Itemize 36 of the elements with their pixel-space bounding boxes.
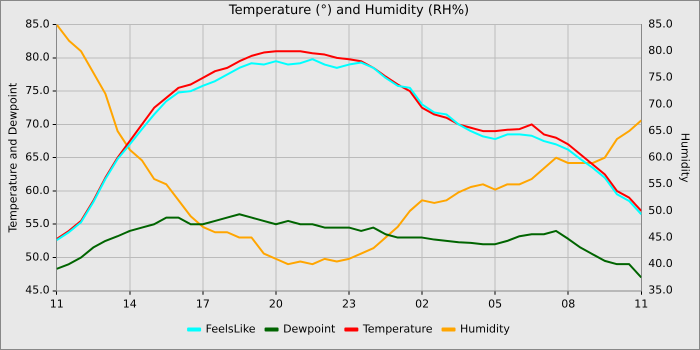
x-tick-label: 11 [50,297,64,310]
legend-label: Dewpoint [283,322,336,336]
y-tick-label: 65.0 [25,150,50,164]
y2-tick-label: 60.0 [648,150,673,164]
x-tick-label: 23 [342,297,356,310]
x-tick-label: 11 [634,297,648,310]
x-tick-label: 17 [196,297,210,310]
y2-tick-label: 50.0 [648,204,673,217]
y2-tick-label: 75.0 [648,70,673,84]
x-tick-label: 08 [561,297,576,310]
y-tick-label: 60.0 [25,184,50,197]
x-tick-label: 14 [122,297,137,310]
y2-tick-label: 40.0 [648,257,673,270]
y2-tick-label: 55.0 [648,177,673,190]
x-tick-label: 20 [268,297,283,310]
y-axis-title: Temperature and Dewpoint [6,82,20,234]
y-tick-label: 50.0 [25,250,50,264]
x-tick-label: 05 [488,297,502,310]
y2-tick-label: 65.0 [648,124,673,137]
y2-tick-label: 70.0 [648,97,673,110]
legend-label: Temperature [362,322,433,336]
y-tick-label: 80.0 [25,50,50,64]
y2-tick-label: 35.0 [648,284,673,297]
chart-title: Temperature (°) and Humidity (RH%) [228,3,470,18]
y2-tick-label: 85.0 [648,17,673,30]
y-tick-label: 55.0 [25,217,50,230]
y2-tick-label: 80.0 [648,44,673,58]
y2-axis-title: Humidity [678,132,692,184]
x-tick-label: 02 [415,297,430,310]
legend-label: Humidity [460,322,510,336]
y-tick-label: 45.0 [25,284,50,297]
y2-tick-label: 45.0 [648,230,673,244]
legend-label: FeelsLike [206,322,256,336]
y-tick-label: 85.0 [25,17,50,30]
y-tick-label: 75.0 [25,84,50,98]
y-tick-label: 70.0 [25,117,50,130]
